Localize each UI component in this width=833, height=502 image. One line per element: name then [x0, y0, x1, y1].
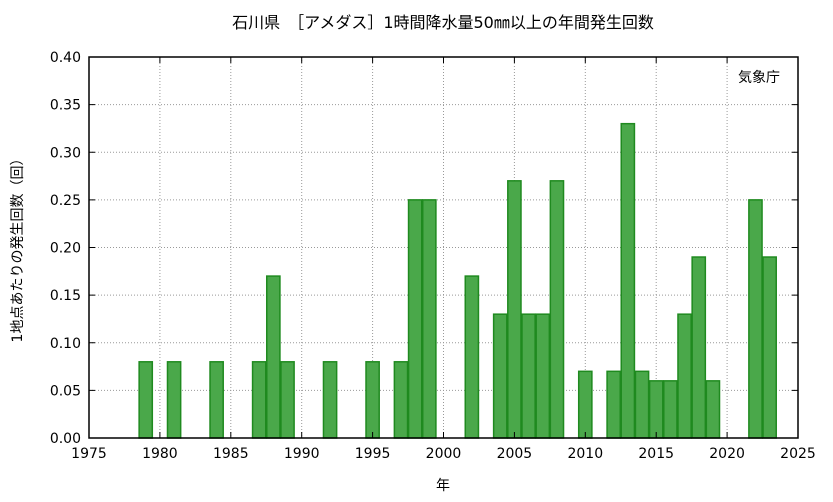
- bar-1981: [166, 361, 182, 439]
- x-tick-label: 2025: [780, 446, 816, 462]
- x-tick-label: 2020: [709, 446, 745, 462]
- x-tick-label: 1980: [142, 446, 178, 462]
- bar-1984: [209, 361, 224, 439]
- y-tick-label: 0.00: [50, 431, 81, 447]
- bar-2012: [606, 370, 622, 439]
- chart-title: 石川県 ［アメダス］1時間降水量50㎜以上の年間発生回数: [232, 13, 654, 32]
- bar-1997: [393, 361, 409, 439]
- tick-layer: 1975 1980 1985 1990 1995 2000 2005 2010 2015 2020…: [50, 50, 816, 462]
- x-tick-label: 1995: [355, 446, 391, 462]
- bar-2005: [507, 180, 522, 439]
- bar-1989: [280, 361, 295, 439]
- y-tick-label: 0.40: [50, 50, 81, 66]
- bar-1987: [251, 361, 267, 439]
- bar-2007: [535, 313, 551, 439]
- bar-2022: [748, 199, 763, 439]
- bar-2008: [549, 180, 565, 439]
- y-tick-label: 0.30: [50, 145, 81, 161]
- bar-2010: [577, 370, 593, 439]
- x-tick-label: 2005: [497, 446, 533, 462]
- bar-1988: [266, 275, 281, 439]
- y-tick-label: 0.25: [50, 193, 81, 209]
- x-tick-label: 2010: [567, 446, 603, 462]
- bar-1999: [421, 199, 437, 439]
- x-tick-label: 2000: [426, 446, 462, 462]
- bar-2018: [691, 256, 707, 439]
- x-axis-title: 年: [436, 478, 450, 494]
- bar-1979: [138, 361, 154, 439]
- bar-2004: [492, 313, 508, 439]
- x-tick-label: 1990: [284, 446, 320, 462]
- bar-layer: [138, 122, 777, 439]
- y-axis-title: 1地点あたりの発生回数（回）: [10, 152, 26, 343]
- grid-layer: [89, 57, 798, 438]
- bar-2006: [521, 313, 536, 439]
- bar-1998: [407, 199, 423, 439]
- bar-2019: [705, 380, 721, 439]
- y-tick-label: 0.10: [50, 336, 81, 352]
- x-tick-label: 1975: [71, 446, 107, 462]
- y-tick-label: 0.15: [50, 288, 81, 304]
- y-tick-label: 0.35: [50, 98, 81, 114]
- bar-2014: [634, 370, 650, 439]
- bar-2013: [620, 122, 636, 439]
- bar-2016: [663, 380, 678, 439]
- x-tick-label: 1985: [213, 446, 249, 462]
- bar-2002: [464, 275, 480, 439]
- y-tick-label: 0.05: [50, 383, 81, 399]
- x-tick-label: 2015: [638, 446, 674, 462]
- y-tick-label: 0.20: [50, 241, 81, 257]
- bar-2015: [648, 380, 664, 439]
- bar-2023: [762, 256, 777, 439]
- bar-1992: [322, 361, 338, 439]
- bar-1995: [365, 361, 380, 439]
- bar-2017: [677, 313, 692, 439]
- source-label: 気象庁: [738, 70, 780, 86]
